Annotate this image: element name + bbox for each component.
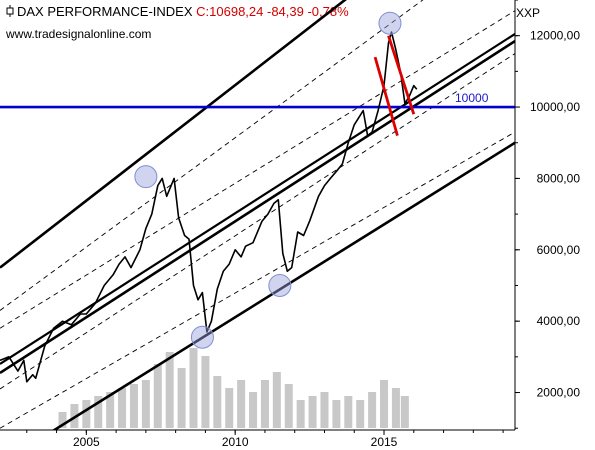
- volume-bar: [272, 372, 281, 428]
- channel-line-center: [0, 39, 515, 374]
- volume-bar: [165, 352, 174, 428]
- y-tick-label: 10000,00: [530, 100, 580, 114]
- volume-bar: [308, 396, 317, 428]
- y-tick-label: 2000,00: [537, 386, 581, 400]
- volume-bar: [320, 392, 329, 428]
- volume-bar: [296, 400, 305, 428]
- trend-markers: [373, 35, 416, 136]
- highlight-circles: [134, 11, 402, 349]
- volume-bar: [391, 388, 400, 428]
- price-line: [0, 31, 418, 383]
- volume-bar: [94, 396, 103, 428]
- support-label: 10000: [455, 91, 489, 105]
- volume-bar: [249, 392, 258, 428]
- volume-bar: [368, 392, 377, 428]
- website-label: www.tradesignalonline.com: [6, 27, 152, 41]
- volume-bar: [356, 400, 365, 428]
- y-tick-label: 12000,00: [530, 29, 580, 43]
- volume-bar: [82, 400, 91, 428]
- instrument-name: DAX PERFORMANCE-INDEX: [17, 4, 193, 19]
- channel-line-lower: [51, 141, 515, 430]
- volume-bar: [58, 412, 67, 428]
- volume-bar: [260, 380, 269, 428]
- y-tick-label: 8000,00: [537, 171, 581, 185]
- volume-bar: [332, 400, 341, 428]
- quote-text: C:10698,24 -84,39 -0,78%: [196, 4, 349, 19]
- volume-bar: [189, 348, 198, 428]
- x-tick-label: 2005: [73, 435, 100, 449]
- volume-bar: [177, 368, 186, 428]
- x-tick-label: 2010: [222, 435, 249, 449]
- highlight-circle: [190, 325, 214, 349]
- channel-line-upper: [0, 0, 347, 269]
- highlight-circle: [268, 273, 292, 297]
- candlestick-icon: [6, 5, 14, 17]
- volume-bar: [225, 388, 234, 428]
- volume-bar: [129, 384, 138, 428]
- y-tick-label: 4000,00: [537, 314, 581, 328]
- x-tick-label: 2015: [371, 435, 398, 449]
- axes: 2000,00 4000,00 6000,00 8000,00 10000,00 1200…: [0, 0, 580, 449]
- trend-marker-line: [387, 35, 416, 115]
- price-series: [0, 31, 418, 383]
- regression-channels: [0, 0, 515, 430]
- volume-bars: [58, 348, 409, 428]
- volume-bar: [380, 380, 389, 428]
- chart-header: DAX PERFORMANCE-INDEX C:10698,24 -84,39 …: [5, 4, 349, 19]
- volume-bar: [237, 380, 246, 428]
- y-tick-label: 6000,00: [537, 243, 581, 257]
- highlight-circle: [378, 11, 402, 35]
- trend-marker-line: [373, 56, 399, 136]
- symbol-code: XXP: [516, 6, 541, 20]
- volume-bar: [400, 396, 409, 428]
- volume-bar: [284, 384, 293, 428]
- channel-line-dashed: [0, 0, 424, 311]
- volume-bar: [153, 364, 162, 428]
- highlight-circle: [134, 165, 158, 189]
- volume-bar: [118, 388, 127, 428]
- volume-bar: [213, 376, 222, 428]
- channel-line-dashed: [0, 131, 515, 429]
- channel-line-center-parallel: [0, 32, 515, 365]
- volume-bar: [106, 392, 115, 428]
- volume-bar: [141, 380, 150, 428]
- volume-bar: [201, 356, 210, 428]
- channel-line-dashed: [0, 53, 515, 390]
- channel-line-dashed: [0, 10, 515, 329]
- support-level: 10000: [0, 91, 515, 109]
- volume-bar: [344, 396, 353, 428]
